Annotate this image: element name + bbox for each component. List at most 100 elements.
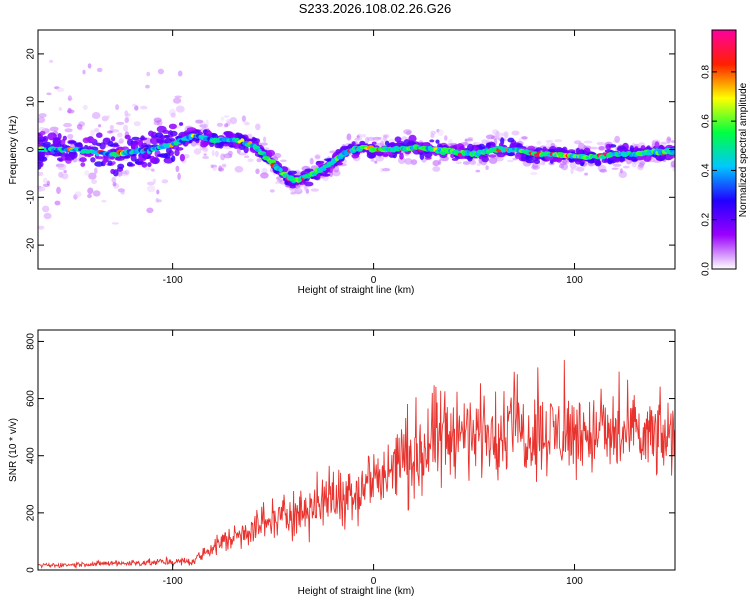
spectrogram-cell (205, 119, 209, 127)
spectrogram-cell (84, 137, 93, 142)
spectrogram-cell (153, 117, 162, 123)
x-tick-label: 0 (371, 576, 377, 587)
spectrogram-ridge-cell (278, 167, 283, 173)
spectrogram-cell (613, 163, 622, 167)
colorbar-tick-label: 0.2 (701, 212, 712, 226)
x-tick-label: -100 (163, 576, 183, 587)
spectrogram-cell (626, 155, 636, 161)
spectrogram-cell (52, 137, 62, 146)
spectrogram-cell (266, 149, 275, 157)
spectrogram-cell (179, 122, 184, 126)
spectrogram-cell (157, 68, 164, 75)
spectrogram-cell (96, 67, 103, 73)
spectrogram-cell (605, 143, 612, 150)
colorbar-tick-label: 0.4 (701, 163, 712, 177)
spectrogram-cell (403, 139, 411, 148)
spectrogram-cell (95, 142, 102, 147)
spectrogram-cell (111, 222, 120, 225)
spectrogram-cell (309, 157, 314, 165)
spectrogram-cell (672, 166, 675, 172)
spectrogram-cell (619, 157, 626, 162)
spectrogram-cell (186, 127, 197, 132)
spectrogram-cell (533, 159, 541, 164)
spectrogram-cell (38, 186, 42, 193)
spectrogram-cell (87, 187, 94, 195)
spectrogram-cell (126, 113, 131, 117)
spectrogram-cell (67, 95, 72, 102)
spectrogram-cell (112, 182, 117, 187)
spectrogram-cell (652, 160, 662, 163)
spectrogram-cell (57, 163, 67, 171)
spectrogram-cell (578, 142, 585, 150)
colorbar (711, 29, 737, 270)
spectrogram-cell (511, 130, 520, 136)
spectrogram-cell (485, 134, 495, 140)
spectrogram-cell (156, 137, 165, 144)
spectrogram-cell (316, 160, 325, 164)
spectrogram-cell (124, 134, 131, 140)
spectrogram-cell (224, 123, 229, 128)
spectrogram-cell (244, 122, 251, 126)
spectrogram-cell (444, 135, 448, 141)
spectrogram-cell (144, 167, 153, 171)
spectrogram-cell (408, 134, 417, 143)
spectrogram-cell (464, 138, 474, 142)
spectrogram-cell (47, 132, 57, 141)
spectrogram-cell (96, 132, 103, 138)
spectrogram-cell (115, 155, 122, 161)
spectrogram-x-label: Height of straight line (km) (298, 285, 415, 296)
spectrogram-cell (365, 136, 370, 144)
x-tick-label: 100 (566, 576, 583, 587)
spectrogram-cell (469, 160, 477, 165)
spectrogram-cell (631, 162, 637, 168)
colorbar-ticks: 0.0 0.2 0.4 0.6 0.8 (701, 64, 736, 276)
spectrogram-cell (140, 135, 145, 141)
spectrogram-cell (355, 138, 363, 142)
spectrogram-cell (263, 136, 267, 143)
spectrogram-cell (562, 159, 568, 164)
spectrogram-cell (94, 161, 104, 167)
spectrogram-cell (107, 130, 113, 134)
spectrogram-cell (148, 130, 154, 137)
spectrogram-cell (214, 150, 219, 158)
spectrogram-cell (63, 122, 72, 128)
spectrogram-cell (115, 121, 125, 125)
spectrogram-cell (399, 152, 404, 160)
spectrogram-cell (260, 142, 268, 146)
spectrogram-cell (488, 157, 498, 164)
spectrogram-cell (91, 179, 98, 185)
spectrogram-cell (161, 179, 169, 184)
spectrogram-cell (124, 169, 130, 176)
spectrogram-cell (478, 143, 486, 150)
spectrogram-cell (654, 141, 660, 149)
spectrogram-cell (166, 146, 172, 154)
spectrogram-cell (583, 140, 593, 144)
spectrogram-cell (397, 157, 406, 164)
spectrogram-cell (195, 119, 204, 124)
spectrogram-cell (38, 225, 45, 230)
snr-y-label: SNR (10 * v/v) (8, 418, 19, 482)
spectrogram-cell (430, 133, 435, 138)
spectrogram-cell (432, 166, 441, 172)
spectrogram-cell (95, 156, 104, 160)
spectrogram-cell (74, 191, 82, 198)
spectrogram-y-label: Frequency (Hz) (8, 116, 19, 185)
spectrogram-cell (531, 164, 540, 170)
spectrogram-cell (256, 158, 262, 163)
spectrogram-cell (63, 170, 67, 173)
spectrogram-cell (101, 199, 107, 203)
spectrogram-cell (476, 162, 481, 167)
spectrogram-cell (437, 129, 444, 137)
spectrogram-cell (110, 136, 116, 142)
spectrogram-cell (351, 153, 360, 159)
spectrogram-cell (530, 171, 538, 176)
spectrogram-cell (211, 150, 215, 157)
spectrogram-cell (88, 172, 97, 180)
spectrogram-cell (252, 137, 258, 142)
spectrogram-cell (361, 134, 366, 138)
spectrogram-cell (346, 133, 352, 141)
spectrogram-cell (366, 151, 376, 159)
spectrogram-cell (310, 188, 319, 192)
spectrogram-cell (622, 165, 630, 169)
